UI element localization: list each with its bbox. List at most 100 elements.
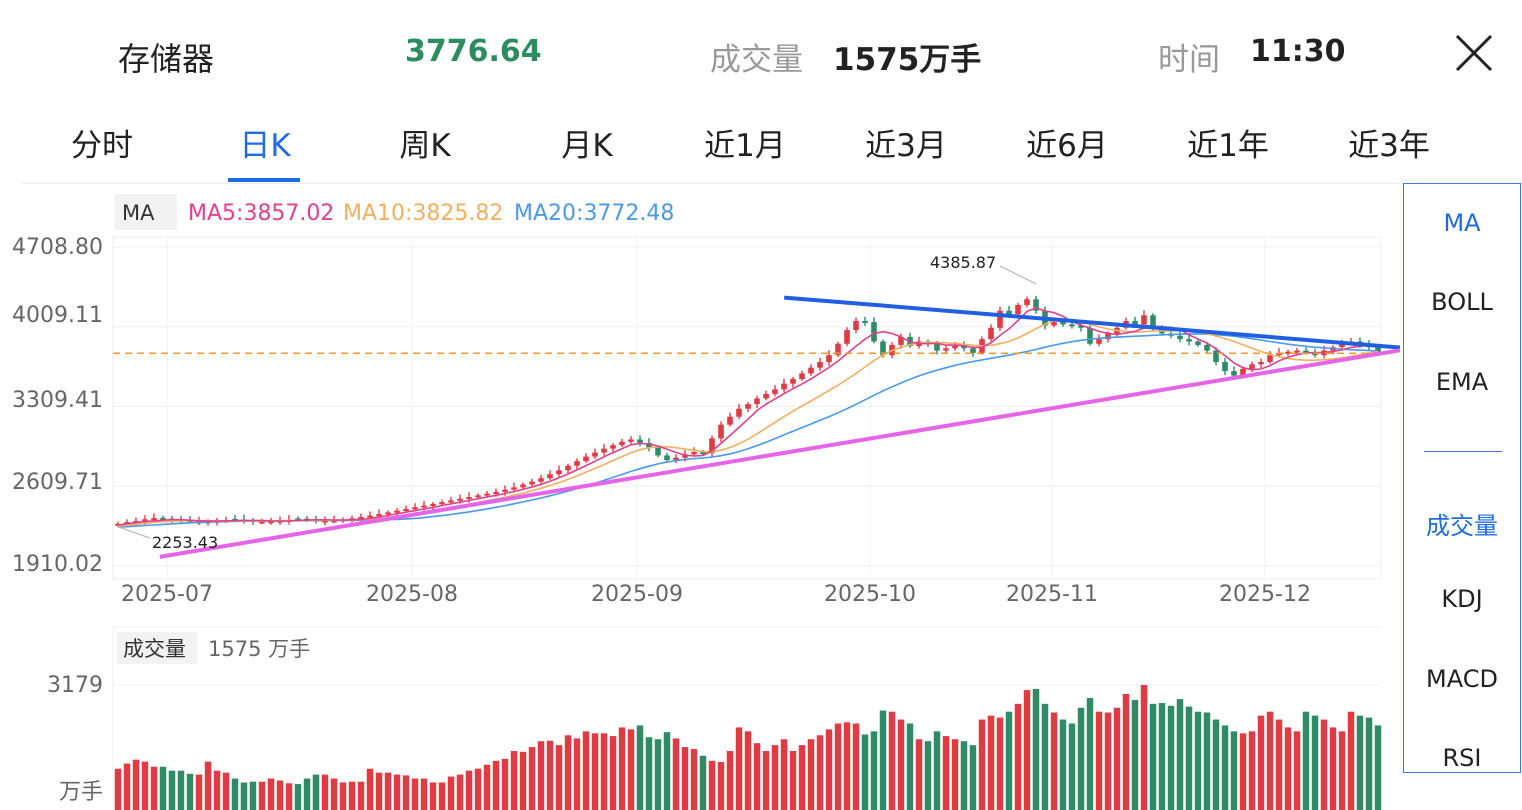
indicator-kdj[interactable]: KDJ [1441, 585, 1483, 613]
volume-bar [1212, 719, 1220, 810]
volume-bar [1131, 699, 1139, 810]
tab-6-months[interactable]: 近6月 [1026, 128, 1108, 164]
candle-body [736, 408, 742, 417]
candle-body [1105, 333, 1111, 340]
volume-bar [618, 727, 626, 810]
tab-3-months[interactable]: 近3月 [865, 128, 947, 164]
volume-bar [987, 715, 995, 810]
indicator-rsi[interactable]: RSI [1442, 744, 1482, 772]
candle-body [502, 489, 508, 492]
volume-bar [1104, 712, 1112, 810]
tab-3-years[interactable]: 近3年 [1348, 128, 1430, 164]
candle-body [1204, 344, 1210, 351]
high-leader-line [999, 265, 1037, 285]
candle-body [808, 367, 814, 374]
volume-bar [483, 764, 491, 810]
candle-body [394, 510, 400, 513]
tab-1-month[interactable]: 近1月 [704, 128, 786, 164]
candle-body [691, 452, 697, 455]
tab-daily-k[interactable]: 日K [239, 128, 291, 164]
volume-bar [1221, 725, 1229, 810]
volume-bar [1086, 697, 1094, 810]
candle-body [142, 519, 148, 522]
indicator-ma[interactable]: MA [1443, 209, 1481, 237]
candle-body [493, 491, 499, 494]
volume-bar [1248, 731, 1256, 810]
candle-body [439, 502, 445, 505]
volume-tag-box [117, 632, 197, 664]
volume-bar [438, 782, 446, 810]
candle-body [700, 452, 706, 455]
volume-bar [339, 782, 347, 810]
volume-bar [375, 772, 383, 810]
close-button[interactable] [1454, 33, 1494, 73]
candle-body [1240, 368, 1246, 376]
ma10-line [117, 318, 1379, 527]
volume-bar [663, 732, 671, 810]
volume-bar [807, 739, 815, 810]
candle-body [331, 520, 337, 523]
candle-body [520, 484, 526, 488]
volume-bar [609, 736, 617, 810]
tab-monthly-k[interactable]: 月K [561, 128, 613, 164]
candle-body [970, 348, 976, 353]
volume-bar [1140, 685, 1148, 810]
candle-body [1222, 361, 1228, 372]
volume-bar [654, 739, 662, 810]
candle-body [1141, 315, 1147, 325]
volume-bar [1122, 694, 1130, 810]
volume-bar [1338, 731, 1346, 810]
volume-bar [429, 782, 437, 810]
candle-body [1213, 350, 1219, 362]
candle-body [790, 379, 796, 384]
volume-bar [1347, 711, 1355, 810]
candle-body [628, 439, 634, 442]
volume-bar [150, 766, 158, 810]
candle-body [646, 442, 652, 448]
indicator-panel: MA BOLL EMA 成交量 KDJ MACD RSI [1403, 183, 1521, 773]
volume-bar [681, 747, 689, 810]
volume-bar [294, 784, 302, 810]
volume-bar [1311, 715, 1319, 810]
volume-bar [933, 731, 941, 810]
indicator-ema[interactable]: EMA [1435, 368, 1489, 396]
tab-1-year[interactable]: 近1年 [1187, 128, 1269, 164]
volume-bar [1068, 723, 1076, 810]
y-tick-label: 4009.11 [12, 303, 103, 328]
indicator-volume[interactable]: 成交量 [1426, 512, 1498, 540]
close-icon [1455, 34, 1493, 72]
candle-body [1267, 355, 1273, 362]
volume-bar [726, 751, 734, 810]
candle-body [1186, 339, 1192, 342]
volume-bar [1095, 711, 1103, 810]
volume-tag: 成交量 [123, 637, 186, 661]
volume-bar [1374, 725, 1382, 810]
volume-bar [951, 739, 959, 810]
support-trend-line [159, 348, 1400, 559]
volume-bar [258, 781, 266, 810]
kline-chart[interactable]: MA MA5:3857.02 MA10:3825.82 MA20:3772.48… [0, 180, 1400, 810]
volume-bar [762, 751, 770, 810]
indicator-boll[interactable]: BOLL [1431, 288, 1493, 316]
volume-bar [519, 751, 527, 810]
volume-bar [474, 768, 482, 810]
candle-body [1303, 350, 1309, 353]
indicator-macd[interactable]: MACD [1426, 665, 1498, 693]
volume-bar [1239, 733, 1247, 810]
volume-bar [366, 768, 374, 810]
candle-body [934, 343, 940, 351]
volume-bar [1032, 688, 1040, 810]
volume-bar [528, 747, 536, 810]
ma20-line [117, 333, 1379, 528]
candle-body [853, 320, 859, 331]
volume-bar [1158, 703, 1166, 810]
tab-weekly-k[interactable]: 周K [399, 128, 451, 164]
volume-bar [1014, 703, 1022, 810]
tab-fenshi[interactable]: 分时 [71, 128, 133, 164]
candle-body [664, 455, 670, 461]
volume-bar [357, 781, 365, 810]
candle-body [430, 503, 436, 506]
candle-body [1294, 350, 1300, 353]
volume-bar [555, 745, 563, 810]
candle-body [385, 512, 391, 515]
